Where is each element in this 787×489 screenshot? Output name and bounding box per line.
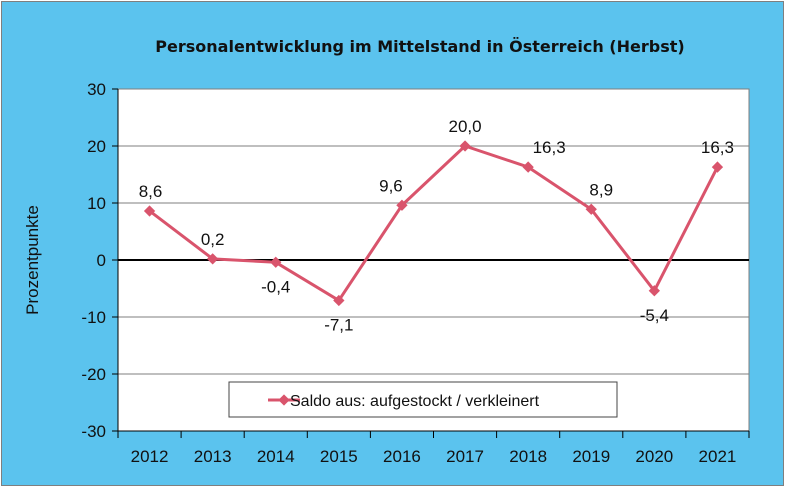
data-label: 0,2 bbox=[201, 230, 225, 249]
data-label: 8,9 bbox=[589, 180, 613, 199]
data-point bbox=[270, 256, 282, 268]
x-tick-label: 2019 bbox=[572, 447, 610, 466]
data-point bbox=[143, 205, 156, 217]
data-label: -0,4 bbox=[261, 277, 290, 296]
x-tick-label: 2018 bbox=[509, 447, 547, 466]
data-point bbox=[648, 285, 661, 297]
data-label: -7,1 bbox=[324, 315, 353, 334]
x-tick-label: 2013 bbox=[194, 447, 232, 466]
y-tick-label: -30 bbox=[81, 422, 106, 441]
data-point bbox=[459, 140, 471, 152]
data-labels: 8,6 0,2 -0,4 -7,1 9,6 20,0 16,3 8,9 -5,4 16,3 bbox=[139, 117, 734, 334]
x-tick-label: 2020 bbox=[635, 447, 673, 466]
chart-title: Personalentwicklung im Mittelstand in Ös… bbox=[155, 37, 684, 56]
data-label: 16,3 bbox=[533, 138, 566, 157]
x-axis: 2012 2013 2014 2015 2016 2017 2018 2019 2020 2021 bbox=[117, 430, 750, 466]
data-point bbox=[396, 199, 408, 211]
data-point bbox=[333, 294, 345, 307]
x-tick-label: 2017 bbox=[446, 447, 484, 466]
data-label: 9,6 bbox=[379, 176, 403, 195]
legend: Saldo aus: aufgestockt / verkleinert bbox=[228, 381, 618, 418]
data-label: -5,4 bbox=[640, 306, 669, 325]
series-line bbox=[148, 144, 719, 302]
y-tick-label: 20 bbox=[87, 137, 106, 156]
y-axis-label: Prozentpunkte bbox=[23, 205, 42, 315]
series-group bbox=[143, 140, 724, 307]
y-tick-label: 10 bbox=[87, 194, 106, 213]
legend-diamond-marker bbox=[278, 394, 290, 406]
data-label: 20,0 bbox=[449, 117, 482, 136]
legend-label: Saldo aus: aufgestockt / verkleinert bbox=[290, 393, 540, 410]
data-label: 16,3 bbox=[701, 138, 734, 157]
y-tick-label: 0 bbox=[97, 251, 106, 270]
data-label: 8,6 bbox=[139, 182, 163, 201]
x-tick-label: 2021 bbox=[699, 447, 737, 466]
x-tick-label: 2016 bbox=[383, 447, 421, 466]
data-point bbox=[711, 161, 724, 173]
x-tick-label: 2014 bbox=[257, 447, 295, 466]
x-tick-label: 2015 bbox=[320, 447, 358, 466]
y-tick-label: 30 bbox=[87, 80, 106, 99]
data-point bbox=[522, 161, 534, 173]
data-point bbox=[585, 203, 597, 215]
y-tick-label: -20 bbox=[81, 365, 106, 384]
y-axis: 30 20 10 0 -10 -20 -30 bbox=[81, 80, 119, 441]
y-tick-label: -10 bbox=[81, 308, 106, 327]
x-tick-label: 2012 bbox=[131, 447, 169, 466]
gridlines bbox=[118, 145, 749, 375]
